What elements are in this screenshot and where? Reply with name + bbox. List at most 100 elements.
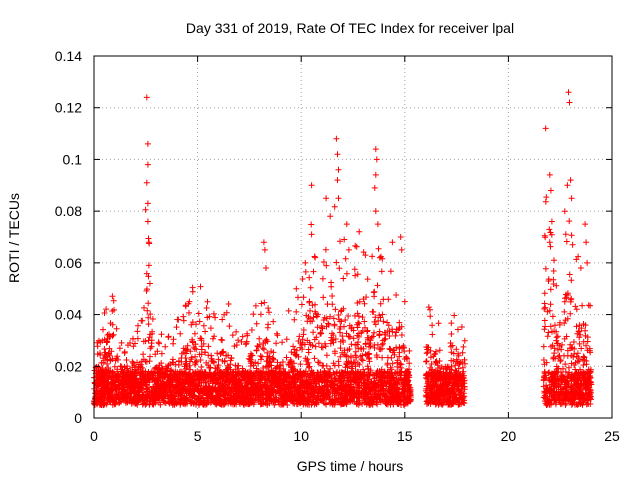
data-point <box>279 359 286 365</box>
data-point <box>255 360 262 367</box>
data-point <box>110 297 117 304</box>
data-point <box>101 310 108 316</box>
data-point <box>206 383 212 389</box>
data-point <box>158 331 165 338</box>
data-point <box>94 343 101 350</box>
data-point <box>201 349 208 356</box>
data-point <box>311 253 318 260</box>
data-point <box>265 321 272 328</box>
data-point <box>369 308 376 315</box>
data-point <box>343 270 350 277</box>
data-point <box>134 328 141 335</box>
data-point <box>361 300 368 307</box>
data-point <box>356 320 363 327</box>
data-point <box>327 365 334 372</box>
data-point <box>342 352 349 359</box>
data-point <box>192 359 199 366</box>
data-points <box>91 89 595 409</box>
data-point <box>235 337 242 344</box>
data-point <box>355 382 362 389</box>
data-point <box>99 381 106 388</box>
data-point <box>319 275 326 282</box>
x-axis-label: GPS time / hours <box>297 458 404 474</box>
data-point <box>387 346 394 353</box>
data-point <box>145 300 152 307</box>
data-point <box>300 294 307 301</box>
data-point <box>380 318 387 325</box>
data-point <box>295 294 301 301</box>
data-point <box>356 298 363 305</box>
data-point <box>351 266 358 273</box>
data-point <box>113 355 120 362</box>
data-point <box>299 373 306 380</box>
data-point <box>238 338 245 345</box>
data-point <box>364 276 371 283</box>
data-point <box>348 341 355 348</box>
data-point <box>306 274 313 281</box>
data-point <box>319 344 326 351</box>
data-point <box>257 311 264 318</box>
data-point <box>367 369 374 376</box>
data-point <box>330 315 337 322</box>
data-point <box>295 338 302 344</box>
data-point <box>169 359 176 366</box>
data-point <box>311 336 318 343</box>
data-point <box>393 292 400 298</box>
data-point <box>310 268 317 275</box>
data-point <box>323 352 330 359</box>
data-point <box>337 345 344 352</box>
data-point <box>396 353 403 360</box>
data-point <box>307 341 314 348</box>
data-point <box>182 303 189 310</box>
data-point <box>288 349 295 356</box>
data-point <box>227 361 234 368</box>
data-point <box>335 358 342 365</box>
data-point <box>106 331 112 338</box>
data-point <box>312 343 319 350</box>
data-point <box>299 276 306 282</box>
data-point <box>186 309 192 316</box>
data-point <box>298 301 305 308</box>
data-point <box>386 333 393 339</box>
data-point <box>297 361 304 368</box>
data-point <box>325 320 332 327</box>
data-point <box>307 307 313 314</box>
data-point <box>387 364 394 371</box>
data-point <box>310 329 317 336</box>
data-point <box>311 355 318 362</box>
data-point <box>352 348 359 355</box>
data-point <box>197 357 204 363</box>
data-point <box>296 333 303 340</box>
data-point <box>323 262 330 269</box>
data-point <box>365 365 372 372</box>
data-point <box>398 364 404 371</box>
data-point <box>197 283 204 290</box>
data-point <box>299 339 306 346</box>
data-point <box>253 320 260 327</box>
data-point <box>398 332 405 338</box>
data-point <box>345 381 352 388</box>
data-point <box>265 305 272 312</box>
data-point <box>337 238 343 245</box>
data-point <box>283 336 290 343</box>
data-point <box>354 310 361 317</box>
data-point <box>148 340 155 347</box>
data-point <box>252 359 259 366</box>
data-point <box>315 340 322 347</box>
data-point <box>329 330 335 337</box>
data-point <box>225 301 232 307</box>
data-point <box>170 336 177 343</box>
data-point <box>259 353 265 360</box>
data-point <box>195 310 202 317</box>
data-point <box>366 372 373 379</box>
data-point <box>359 314 366 321</box>
data-point <box>320 294 327 301</box>
data-point <box>330 369 337 376</box>
data-point <box>117 363 124 370</box>
data-point <box>327 340 334 347</box>
data-point <box>330 339 337 346</box>
data-point <box>369 253 376 260</box>
chart-title: Day 331 of 2019, Rate Of TEC Index for r… <box>186 20 514 36</box>
data-point <box>352 272 359 279</box>
data-point <box>336 326 343 332</box>
